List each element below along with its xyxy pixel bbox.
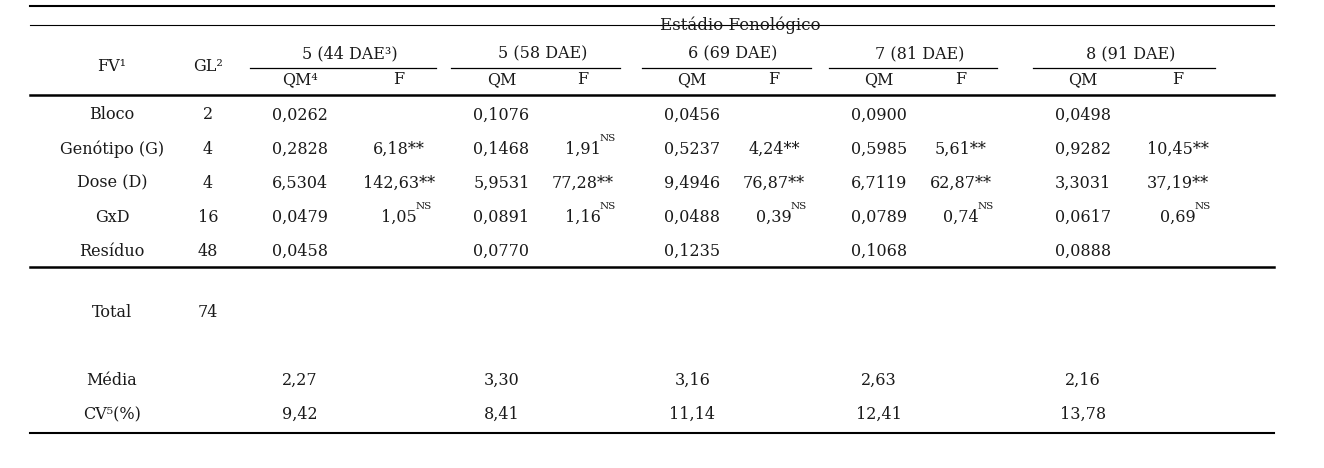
Text: 5 (58 DAE): 5 (58 DAE) [498,45,587,62]
Text: NS: NS [977,203,993,212]
Text: Resíduo: Resíduo [79,242,144,260]
Text: 6,18**: 6,18** [373,140,425,158]
Text: 5,61**: 5,61** [935,140,986,158]
Text: 7 (81 DAE): 7 (81 DAE) [875,45,965,62]
Text: 0,0888: 0,0888 [1055,242,1111,260]
Text: 16: 16 [197,209,218,226]
Text: 3,3031: 3,3031 [1055,175,1111,191]
Text: GxD: GxD [95,209,130,226]
Text: NS: NS [600,134,616,143]
Text: 0,0789: 0,0789 [851,209,907,226]
Text: 0,0617: 0,0617 [1055,209,1111,226]
Text: QM: QM [1068,71,1098,88]
Text: 2,63: 2,63 [861,372,896,389]
Text: 13,78: 13,78 [1061,406,1106,423]
Text: 4,24**: 4,24** [748,140,800,158]
Text: NS: NS [600,203,616,212]
Text: Total: Total [91,304,132,321]
Text: 1,16: 1,16 [565,209,601,226]
Text: F: F [955,71,967,88]
Text: 8,41: 8,41 [483,406,519,423]
Text: 2,27: 2,27 [282,372,318,389]
Text: 0,0488: 0,0488 [665,209,720,226]
Text: QM: QM [865,71,894,88]
Text: NS: NS [416,203,432,212]
Text: NS: NS [1194,203,1210,212]
Text: 0,69: 0,69 [1160,209,1196,226]
Text: 48: 48 [197,242,218,260]
Text: 0,1235: 0,1235 [665,242,720,260]
Text: 4: 4 [203,175,213,191]
Text: 1,05: 1,05 [381,209,417,226]
Text: Média: Média [86,372,138,389]
Text: 12,41: 12,41 [857,406,902,423]
Text: 0,0900: 0,0900 [851,107,907,124]
Text: F: F [393,71,404,88]
Text: 1,91: 1,91 [565,140,601,158]
Text: 0,0262: 0,0262 [273,107,328,124]
Text: 0,74: 0,74 [943,209,978,226]
Text: 8 (91 DAE): 8 (91 DAE) [1086,45,1176,62]
Text: QM: QM [487,71,516,88]
Text: 5,9531: 5,9531 [473,175,530,191]
Text: 3,30: 3,30 [483,372,519,389]
Text: 9,4946: 9,4946 [665,175,720,191]
Text: 142,63**: 142,63** [363,175,434,191]
Text: 0,1068: 0,1068 [851,242,907,260]
Text: 3,16: 3,16 [674,372,710,389]
Text: 0,9282: 0,9282 [1055,140,1111,158]
Text: 0,0458: 0,0458 [273,242,328,260]
Text: 62,87**: 62,87** [929,175,992,191]
Text: 10,45**: 10,45** [1147,140,1209,158]
Text: F: F [577,71,589,88]
Text: 0,39: 0,39 [756,209,792,226]
Text: 77,28**: 77,28** [552,175,614,191]
Text: 2: 2 [203,107,213,124]
Text: 6,5304: 6,5304 [273,175,328,191]
Text: 37,19**: 37,19** [1147,175,1209,191]
Text: 0,0770: 0,0770 [474,242,530,260]
Text: 0,5985: 0,5985 [851,140,907,158]
Text: 6,7119: 6,7119 [851,175,907,191]
Text: 11,14: 11,14 [669,406,715,423]
Text: 76,87**: 76,87** [743,175,805,191]
Text: 9,42: 9,42 [282,406,318,423]
Text: 0,0479: 0,0479 [273,209,328,226]
Text: FV¹: FV¹ [98,58,127,75]
Text: QM: QM [678,71,707,88]
Text: 0,0891: 0,0891 [474,209,530,226]
Text: 4: 4 [203,140,213,158]
Text: QM⁴: QM⁴ [282,71,318,88]
Text: 0,1468: 0,1468 [474,140,530,158]
Text: F: F [1172,71,1184,88]
Text: Bloco: Bloco [90,107,135,124]
Text: GL²: GL² [193,58,222,75]
Text: 74: 74 [197,304,218,321]
Text: 2,16: 2,16 [1064,372,1100,389]
Text: 0,0498: 0,0498 [1055,107,1111,124]
Text: 0,5237: 0,5237 [665,140,720,158]
Text: 5 (44 DAE³): 5 (44 DAE³) [302,45,399,62]
Text: NS: NS [790,203,806,212]
Text: CV⁵(%): CV⁵(%) [83,406,140,423]
Text: Dose (D): Dose (D) [77,175,147,191]
Text: 0,1076: 0,1076 [474,107,530,124]
Text: 0,2828: 0,2828 [273,140,328,158]
Text: 6 (69 DAE): 6 (69 DAE) [688,45,777,62]
Text: 0,0456: 0,0456 [665,107,720,124]
Text: Estádio Fenológico: Estádio Fenológico [659,16,821,34]
Text: F: F [768,71,780,88]
Text: Genótipo (G): Genótipo (G) [60,140,164,158]
